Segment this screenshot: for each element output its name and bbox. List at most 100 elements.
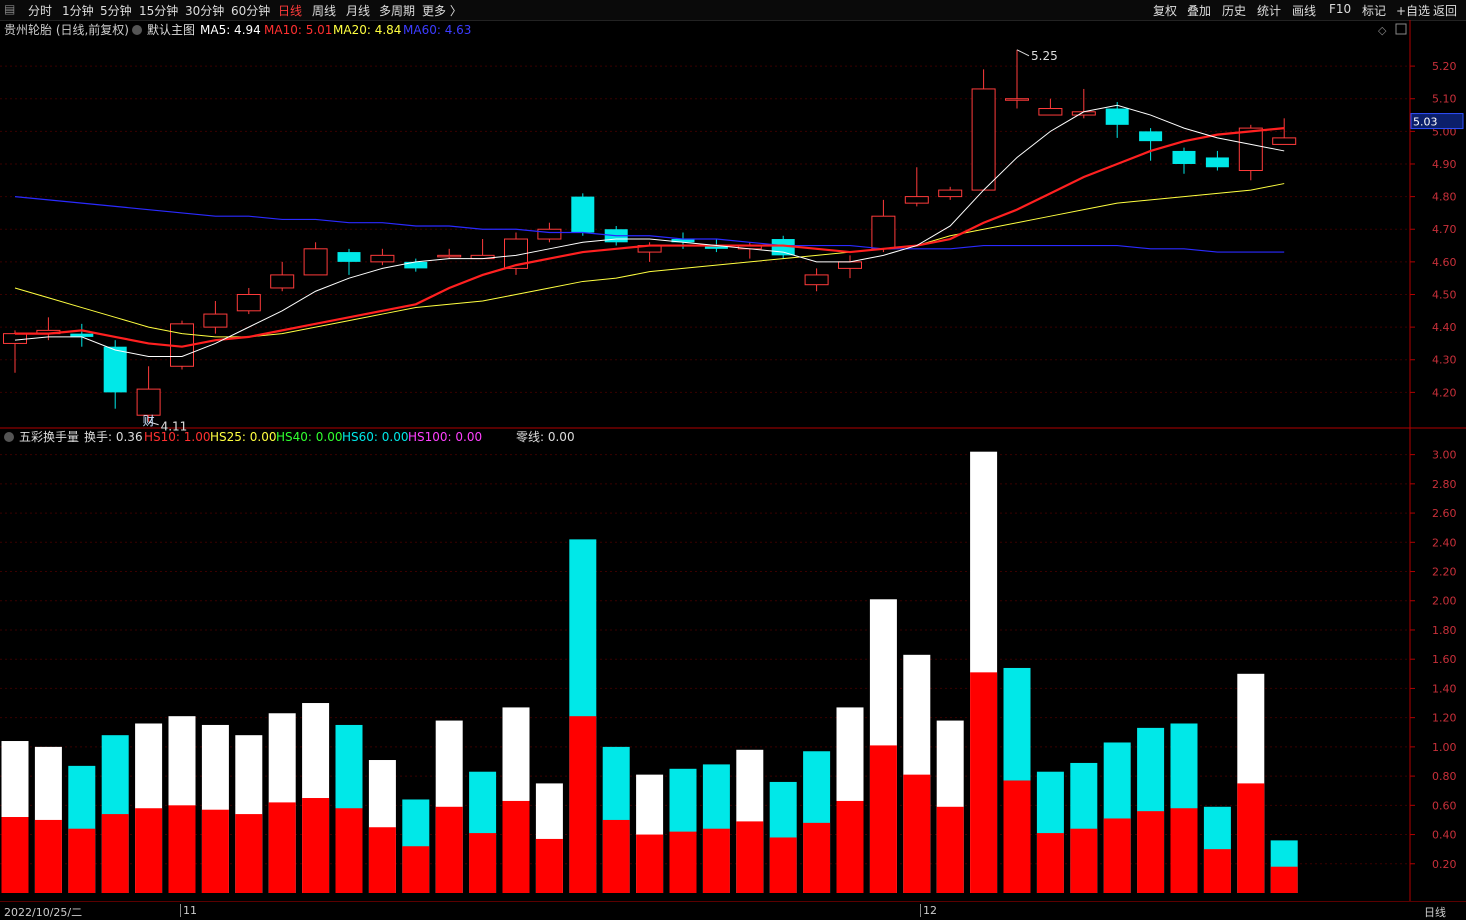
volume-axis: 0.20 0.40 0.60 0.80 1.00 1.20 1.40 1.60 1.80 2.00… [1410, 449, 1457, 871]
turnover-bar-hs10 [1070, 828, 1098, 893]
turnover-bar [1036, 771, 1064, 893]
date-first: 2022/10/25/二 [4, 906, 83, 919]
turnover-bar [68, 765, 96, 893]
app-icon[interactable]: ▤ [4, 2, 16, 16]
stats-button[interactable]: 统计 [1257, 4, 1282, 18]
period-tab-30min[interactable]: 30分钟 [185, 4, 225, 18]
candle [203, 301, 228, 334]
period-tab-weekly[interactable]: 周线 [312, 4, 337, 18]
candle [804, 268, 829, 292]
turnover-bar [402, 799, 430, 893]
high-marker-label: 5.25 [1031, 49, 1058, 63]
period-toolbar: ▤ 分时 1分钟 5分钟 15分钟 30分钟 60分钟 日线 周线 月线 多周期… [0, 0, 1466, 21]
turnover-bar-hs10 [1203, 849, 1231, 893]
candle [370, 248, 395, 266]
turnover-bar [1103, 742, 1131, 893]
turnover-bar-hs10 [1237, 783, 1265, 893]
candle-body [704, 245, 728, 249]
turnover-bar [1137, 727, 1165, 893]
turnover-bar [135, 723, 163, 893]
template-name[interactable]: 默认主图 [147, 22, 195, 37]
period-footer: 日线 [1424, 906, 1446, 919]
period-tab-daily[interactable]: 日线 [278, 4, 303, 18]
moving-averages [14, 104, 1285, 357]
template-toggle-icon[interactable] [132, 25, 142, 35]
turnover-bar-hs10 [34, 819, 62, 893]
turnover-bar-hs10 [469, 833, 497, 893]
back-button[interactable]: 返回 [1433, 4, 1458, 18]
turnover-bar-hs10 [502, 800, 530, 893]
indicator-name[interactable]: 五彩换手量 [19, 430, 79, 444]
volume-tick-label: 2.00 [1432, 595, 1457, 608]
low-marker-label: 4.11 [161, 420, 188, 434]
f10-button[interactable]: F10 [1329, 2, 1352, 16]
period-tab-intraday[interactable]: 分时 [28, 4, 53, 18]
zero-line-label: 零线: 0.00 [516, 430, 575, 444]
mark-button[interactable]: 标记 [1362, 4, 1387, 18]
turnover-bar [168, 716, 196, 893]
date-month-12: 12 [920, 904, 937, 917]
period-tab-1min[interactable]: 1分钟 [62, 4, 94, 18]
turnover-bar-hs10 [803, 822, 831, 893]
turnover-bar-hs10 [936, 806, 964, 893]
volume-tick-label: 2.20 [1432, 566, 1457, 579]
candle-body [1205, 157, 1229, 168]
candle [971, 69, 996, 191]
security-title: 贵州轮胎 (日线,前复权) [4, 22, 129, 37]
candle-body [103, 346, 127, 393]
volume-tick-label: 1.80 [1432, 624, 1457, 637]
candle [470, 239, 495, 260]
turnover-bar-hs10 [1036, 833, 1064, 893]
period-tab-60min[interactable]: 60分钟 [231, 4, 271, 18]
period-tab-more[interactable]: 更多 〉 [422, 4, 462, 18]
turnover-bar-hs10 [903, 774, 931, 893]
annotations: 5.25 4.11 财 [143, 49, 1058, 434]
restore-rights-button[interactable]: 复权 [1153, 4, 1178, 18]
ma60-label: MA60: 4.63 [403, 23, 471, 37]
period-tab-5min[interactable]: 5分钟 [100, 4, 132, 18]
period-tab-multi[interactable]: 多周期 [379, 4, 416, 18]
price-tick-label: 4.90 [1432, 158, 1457, 171]
draw-line-button[interactable]: 画线 [1292, 4, 1317, 18]
turnover-bar [101, 735, 129, 893]
candle-body [1105, 108, 1129, 125]
add-watchlist-button[interactable]: +自选 [1396, 4, 1431, 18]
volume-tick-label: 1.00 [1432, 741, 1457, 754]
date-month-11: 11 [180, 904, 197, 917]
history-button[interactable]: 历史 [1222, 4, 1247, 18]
turnover-bar [1237, 673, 1265, 893]
turnover-bar [903, 654, 931, 893]
candle [1139, 128, 1163, 161]
diamond-icon[interactable]: ◇ [1378, 24, 1387, 37]
volume-tick-label: 0.60 [1432, 799, 1457, 812]
period-tab-15min[interactable]: 15分钟 [139, 4, 179, 18]
candle-body [571, 196, 595, 233]
indicator-toggle-icon[interactable] [4, 432, 14, 442]
candle-body [1005, 98, 1029, 101]
period-tab-monthly[interactable]: 月线 [346, 4, 371, 18]
candle [1105, 101, 1129, 138]
turnover-bar-hs10 [1003, 780, 1031, 893]
turnover-bar [1170, 723, 1198, 893]
window-toggle-icon[interactable] [1395, 23, 1407, 35]
turnover-bar-hs10 [201, 809, 229, 893]
turnover-bar-hs10 [869, 745, 897, 893]
turnover-bar [636, 774, 664, 893]
candle [1238, 124, 1263, 181]
overlay-button[interactable]: 叠加 [1187, 4, 1212, 18]
candle-body [3, 333, 27, 344]
price-tick-label: 4.60 [1432, 256, 1457, 269]
kline-chart[interactable]: 贵州轮胎 (日线,前复权) 默认主图 MA5: 4.94 MA10: 5.01 … [0, 20, 1466, 901]
candle-body [236, 293, 261, 312]
turnover-bar-hs10 [736, 821, 764, 893]
turnover-bar [469, 771, 497, 893]
turnover-bar-hs10 [235, 814, 263, 893]
candle-body [671, 239, 695, 243]
turnover-bar-hs10 [68, 828, 96, 893]
ma5-line [14, 104, 1285, 357]
hs25-label: HS25: 0.00 [210, 430, 277, 444]
hs10-label: HS10: 1.00 [144, 430, 211, 444]
turnover-bar [769, 781, 797, 893]
candle-body [136, 388, 161, 416]
ma10-line [15, 126, 1285, 348]
